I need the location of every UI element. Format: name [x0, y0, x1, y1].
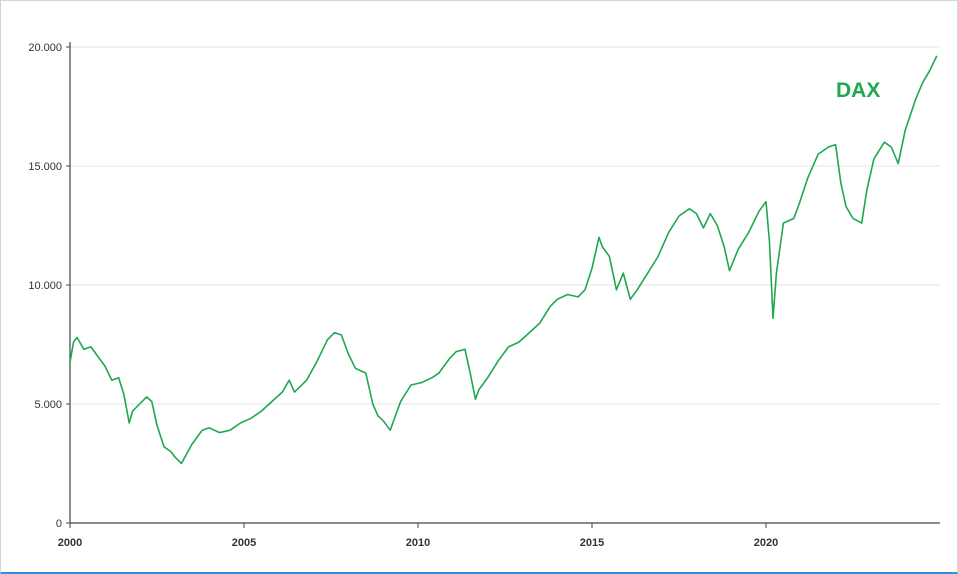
grid-lines: [70, 46, 940, 405]
y-tick-label-3: 15.000: [28, 161, 62, 173]
x-axis-ticks: 2000 2005 2010 2015 2020: [58, 523, 778, 549]
series-group: [69, 55, 938, 465]
y-axis-ticks: 0 5.000 10.000 15.000 20.000: [28, 42, 70, 530]
x-tick-label-3: 2015: [580, 537, 604, 549]
x-tick-label-1: 2005: [232, 537, 256, 549]
legend-label-dax: DAX: [836, 79, 880, 102]
y-tick-label-0: 0: [56, 518, 62, 530]
x-tick-label-2: 2010: [406, 537, 430, 549]
y-tick-label-2: 10.000: [28, 280, 62, 292]
y-tick-label-4: 20.000: [28, 42, 62, 54]
x-tick-label-0: 2000: [58, 537, 82, 549]
series-line-0: [69, 55, 938, 465]
x-tick-label-4: 2020: [754, 537, 778, 549]
y-tick-label-1: 5.000: [34, 399, 62, 411]
